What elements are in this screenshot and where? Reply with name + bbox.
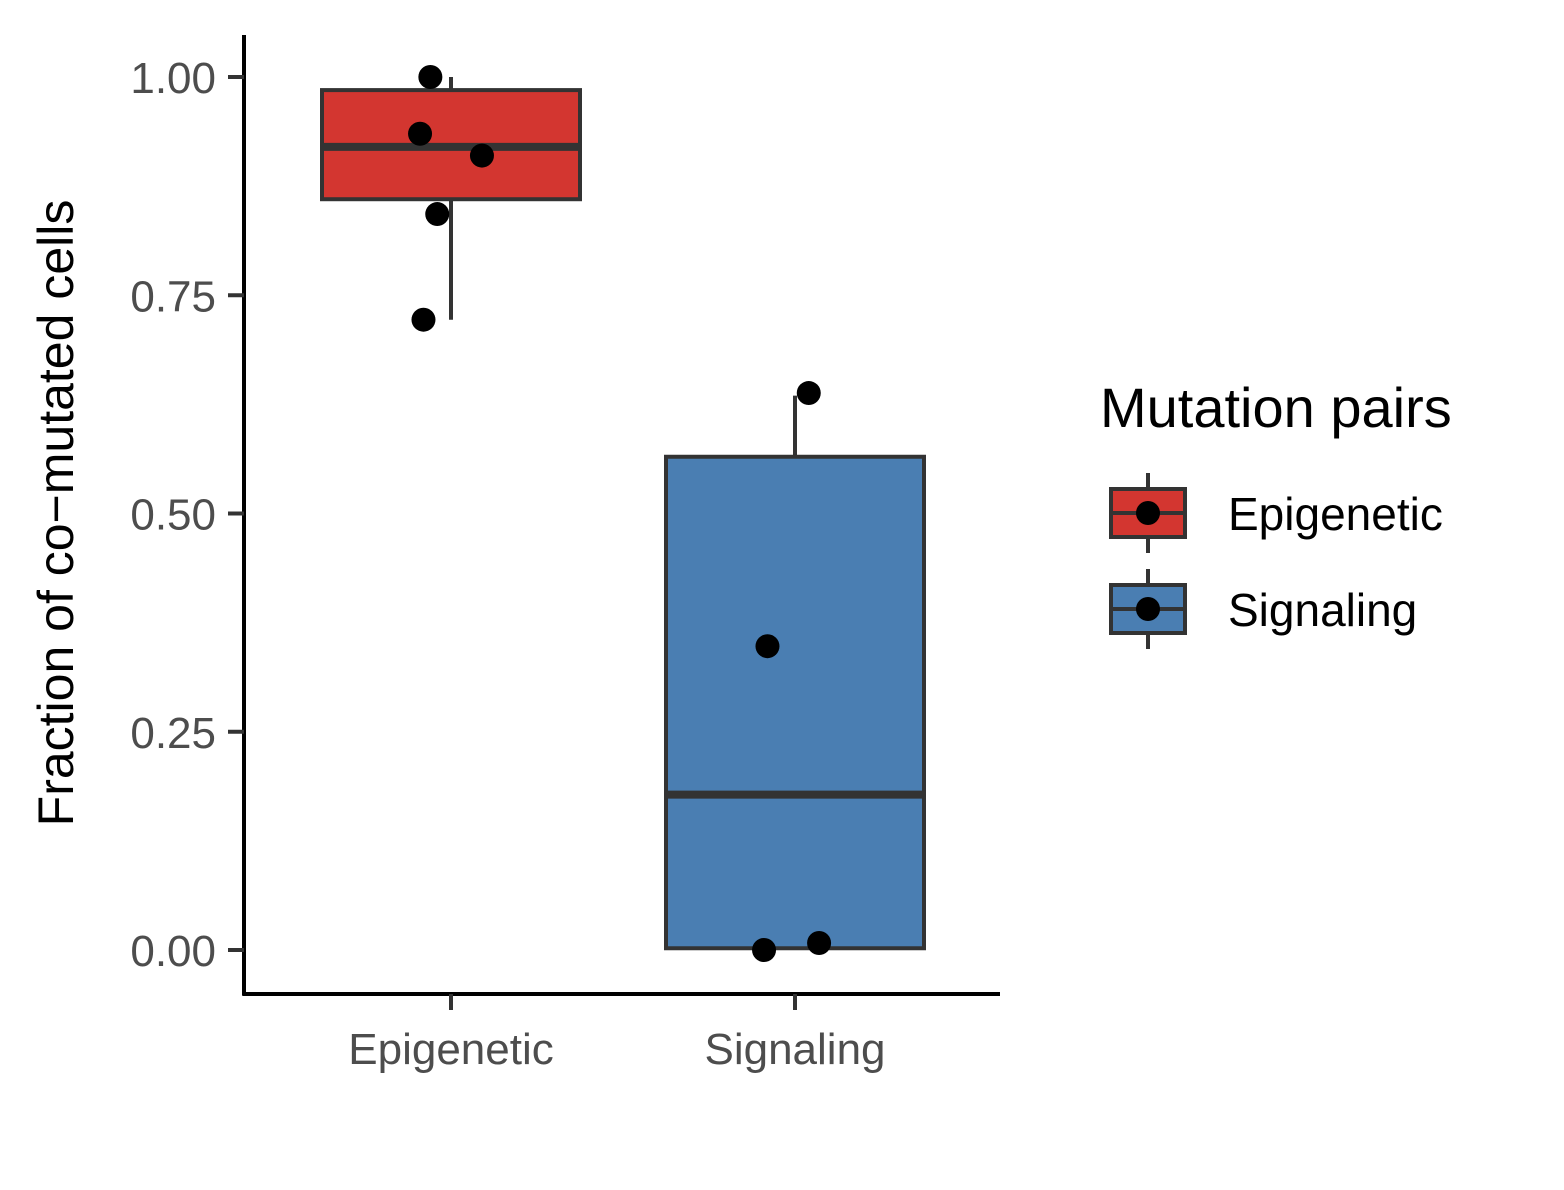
boxes-layer <box>320 77 926 951</box>
y-tick-label: 0.50 <box>130 491 216 540</box>
legend-key-point <box>1136 597 1160 621</box>
legend-label: Signaling <box>1228 584 1417 636</box>
y-tick-label: 0.75 <box>130 272 216 321</box>
y-tick-label: 0.00 <box>130 927 216 976</box>
box-epigenetic <box>320 77 582 320</box>
points-layer <box>408 65 832 962</box>
legend-label: Epigenetic <box>1228 488 1443 540</box>
x-tick-label: Epigenetic <box>348 1025 553 1074</box>
x-tick-label: Signaling <box>704 1025 885 1074</box>
y-axis-title: Fraction of co−mutated cells <box>28 200 84 827</box>
data-point <box>796 381 821 406</box>
data-point <box>418 65 443 89</box>
legend: Mutation pairs Epigenetic Signaling <box>1100 376 1452 649</box>
y-tick-label: 0.25 <box>130 709 216 758</box>
data-point <box>408 121 433 146</box>
data-point <box>469 143 494 168</box>
data-point <box>807 931 832 956</box>
axes-layer: 0.00 0.25 0.50 0.75 1.00 Epigenetic Signaling <box>130 35 1000 1074</box>
box-signaling <box>664 395 926 951</box>
data-point <box>752 938 777 962</box>
legend-key-point <box>1136 501 1160 525</box>
legend-item-epigenetic: Epigenetic <box>1109 473 1443 553</box>
y-tick-label: 1.00 <box>130 54 216 103</box>
data-point <box>755 634 780 659</box>
box-rect <box>664 454 926 951</box>
data-point <box>425 202 450 227</box>
legend-title: Mutation pairs <box>1100 376 1452 439</box>
data-point <box>411 307 436 332</box>
legend-item-signaling: Signaling <box>1109 569 1417 649</box>
